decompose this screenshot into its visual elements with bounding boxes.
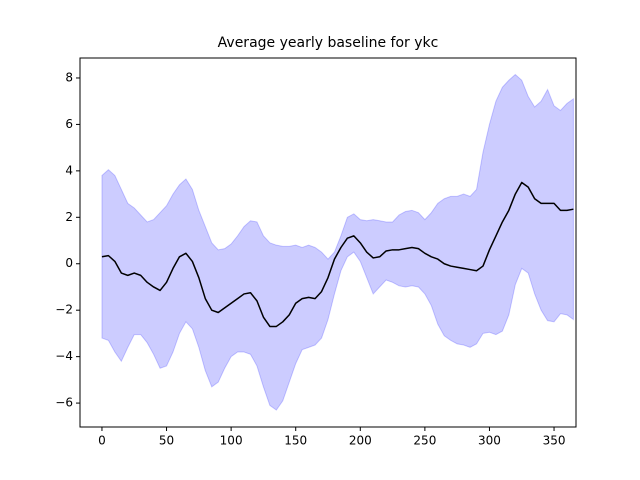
x-tick-label: 50 <box>159 434 174 448</box>
y-tick-label: 6 <box>65 117 73 131</box>
plot-frame <box>79 57 577 428</box>
confidence-band <box>101 73 574 411</box>
x-tick-label: 350 <box>543 434 566 448</box>
y-tick-label: 8 <box>65 70 73 84</box>
x-tick-label: 300 <box>478 434 501 448</box>
y-tick-label: −6 <box>55 396 73 410</box>
x-tick-label: 200 <box>349 434 372 448</box>
line <box>101 181 574 328</box>
chart-title: Average yearly baseline for ykc <box>218 35 439 51</box>
x-tick-label: 100 <box>220 434 243 448</box>
y-tick-label: 4 <box>65 163 73 177</box>
y-tick-label: 2 <box>65 210 73 224</box>
y-tick-label: −2 <box>55 303 73 317</box>
x-tick-label: 0 <box>98 434 106 448</box>
x-tick-label: 250 <box>413 434 436 448</box>
y-tick-label: 0 <box>65 256 73 270</box>
x-tick-label: 150 <box>284 434 307 448</box>
y-tick-label: −4 <box>55 349 73 363</box>
